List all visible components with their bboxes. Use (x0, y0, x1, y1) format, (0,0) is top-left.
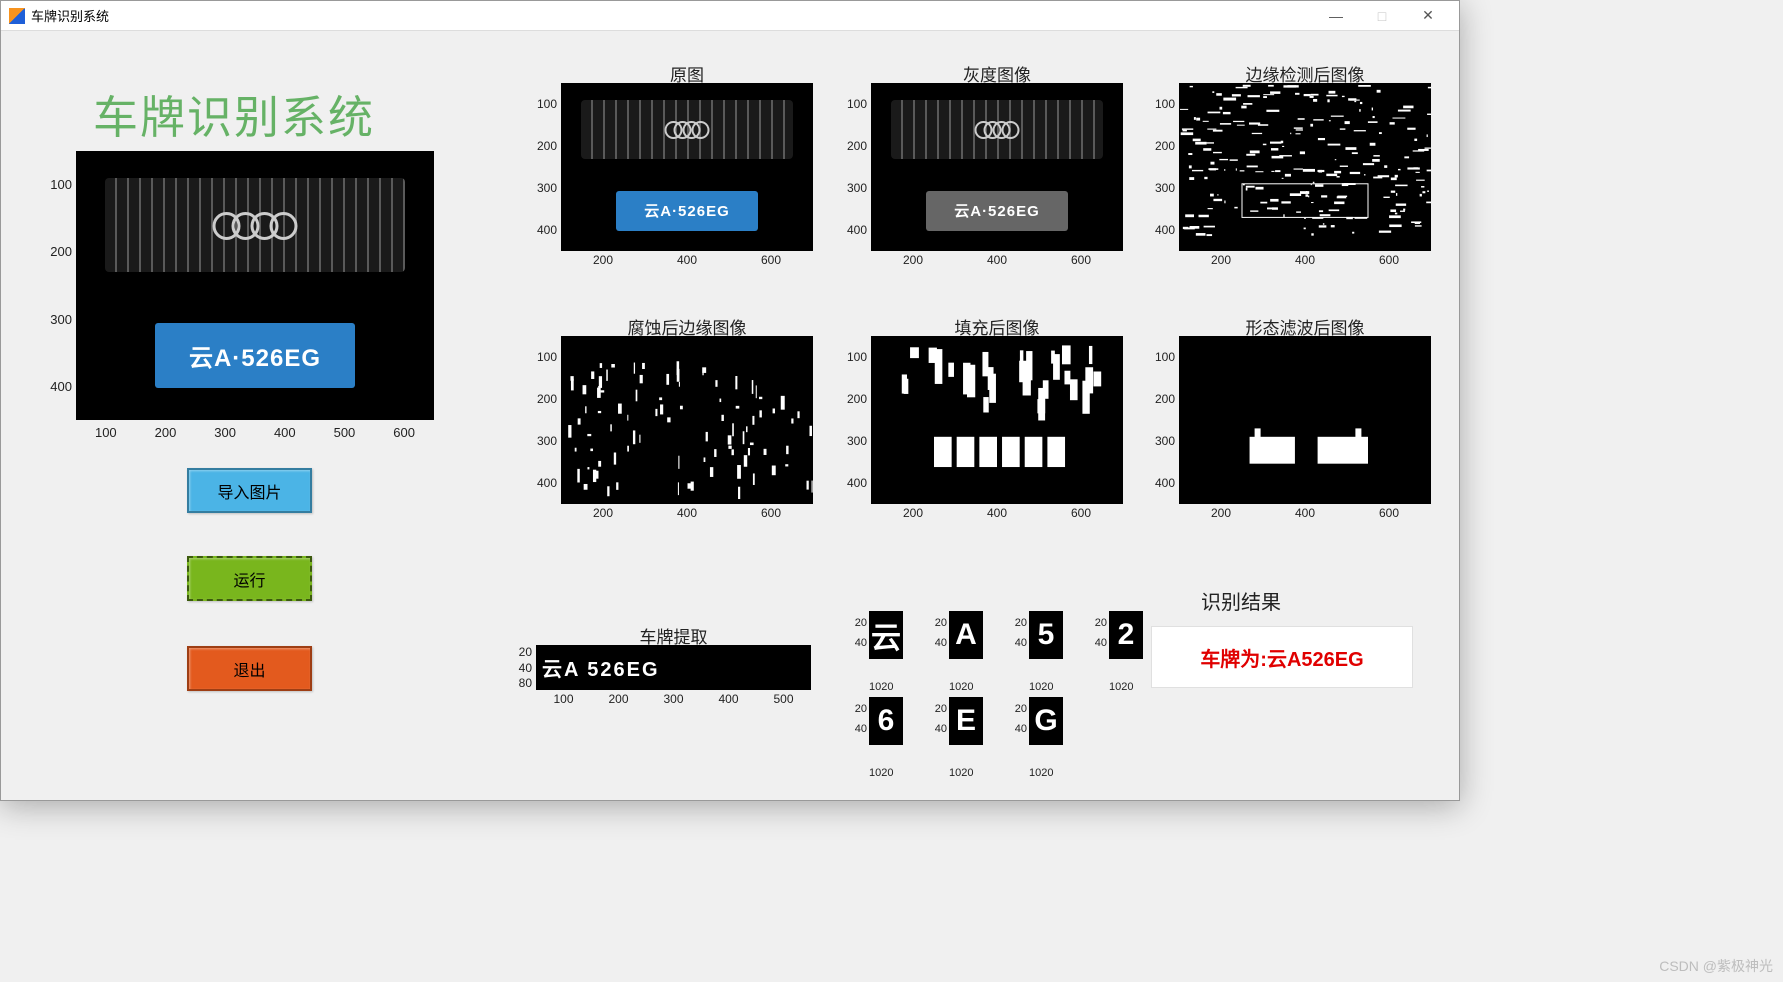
stage-erode: 腐蚀后边缘图像100200300400200400600 (561, 336, 813, 504)
y-ticks: 100200300400 (38, 151, 72, 420)
import-image-button[interactable]: 导入图片 (187, 468, 312, 513)
y-ticks: 204080 (504, 645, 532, 690)
stage-fill: 填充后图像100200300400200400600 (871, 336, 1123, 504)
audi-rings-icon (975, 121, 1020, 139)
y-ticks: 2040 (849, 699, 867, 739)
audi-rings-icon (213, 212, 298, 240)
x-ticks: 1020 (949, 767, 973, 779)
char-image: 云 (869, 611, 903, 659)
run-button[interactable]: 运行 (187, 556, 312, 601)
char-cell: 2040E1020 (931, 697, 993, 765)
stage-image (1179, 83, 1431, 251)
x-ticks: 1020 (869, 767, 893, 779)
license-plate: 云A·526EG (616, 191, 757, 231)
x-ticks: 200400600 (561, 253, 813, 267)
char-image: 5 (1029, 611, 1063, 659)
stage-image (871, 336, 1123, 504)
original-image: 云A·526EG (76, 151, 434, 420)
x-ticks: 200400600 (871, 253, 1123, 267)
char-cell: 2040云1020 (851, 611, 913, 679)
y-ticks: 100200300400 (1147, 83, 1175, 251)
main-image-axes: 100200300400 云A·526EG 100200300400500600 (76, 151, 434, 420)
y-ticks: 2040 (929, 699, 947, 739)
char-cell: 204021020 (1091, 611, 1153, 679)
x-ticks: 1020 (1029, 767, 1053, 779)
app-window: 车牌识别系统 — □ ✕ 车牌识别系统 100200300400 云A·526E… (0, 0, 1460, 801)
y-ticks: 100200300400 (1147, 336, 1175, 504)
window-title: 车牌识别系统 (31, 6, 1313, 25)
char-image: 6 (869, 697, 903, 745)
matlab-icon (9, 8, 25, 24)
segmented-characters: 2040云10202040A10202040510202040210202040… (851, 611, 1153, 765)
page-title: 车牌识别系统 (93, 81, 375, 146)
x-ticks: 100200300400500600 (76, 425, 434, 440)
stage-image: 云A·526EG (561, 83, 813, 251)
audi-rings-icon (665, 121, 710, 139)
char-cell: 204061020 (851, 697, 913, 765)
char-image: E (949, 697, 983, 745)
x-ticks: 200400600 (561, 506, 813, 520)
char-image: 2 (1109, 611, 1143, 659)
char-cell: 2040G1020 (1011, 697, 1073, 765)
minimize-button[interactable]: — (1313, 1, 1359, 31)
x-ticks: 200400600 (1179, 253, 1431, 267)
x-ticks: 200400600 (871, 506, 1123, 520)
char-image: A (949, 611, 983, 659)
x-ticks: 1020 (1029, 681, 1053, 693)
y-ticks: 2040 (849, 613, 867, 653)
license-plate: 云A·526EG (155, 323, 356, 388)
watermark: CSDN @紫极神光 (1659, 956, 1773, 976)
exit-button[interactable]: 退出 (187, 646, 312, 691)
x-ticks: 1020 (869, 681, 893, 693)
y-ticks: 100200300400 (529, 336, 557, 504)
y-ticks: 2040 (1089, 613, 1107, 653)
maximize-button[interactable]: □ (1359, 1, 1405, 31)
x-ticks: 200400600 (1179, 506, 1431, 520)
titlebar: 车牌识别系统 — □ ✕ (1, 1, 1459, 31)
y-ticks: 100200300400 (839, 336, 867, 504)
y-ticks: 2040 (929, 613, 947, 653)
result-title: 识别结果 (1201, 586, 1281, 615)
stage-orig: 原图100200300400云A·526EG200400600 (561, 83, 813, 251)
figure-body: 车牌识别系统 100200300400 云A·526EG 10020030040… (1, 31, 1459, 800)
stage-morph: 形态滤波后图像100200300400200400600 (1179, 336, 1431, 504)
x-ticks: 100200300400500 (536, 692, 811, 706)
y-ticks: 100200300400 (839, 83, 867, 251)
license-plate: 云A·526EG (926, 191, 1067, 231)
close-button[interactable]: ✕ (1405, 1, 1451, 31)
char-cell: 204051020 (1011, 611, 1073, 679)
extracted-plate-image: 云A 526EG (536, 645, 811, 690)
window-buttons: — □ ✕ (1313, 1, 1451, 31)
stage-image (1179, 336, 1431, 504)
y-ticks: 100200300400 (529, 83, 557, 251)
plate-extract-axes: 车牌提取 204080 云A 526EG 100200300400500 (536, 645, 811, 690)
x-ticks: 1020 (949, 681, 973, 693)
y-ticks: 2040 (1009, 699, 1027, 739)
stage-gray: 灰度图像100200300400云A·526EG200400600 (871, 83, 1123, 251)
stage-edge: 边缘检测后图像100200300400200400600 (1179, 83, 1431, 251)
stage-image: 云A·526EG (871, 83, 1123, 251)
char-image: G (1029, 697, 1063, 745)
result-box: 车牌为:云A526EG (1151, 626, 1413, 688)
char-cell: 2040A1020 (931, 611, 993, 679)
stage-image (561, 336, 813, 504)
y-ticks: 2040 (1009, 613, 1027, 653)
x-ticks: 1020 (1109, 681, 1133, 693)
